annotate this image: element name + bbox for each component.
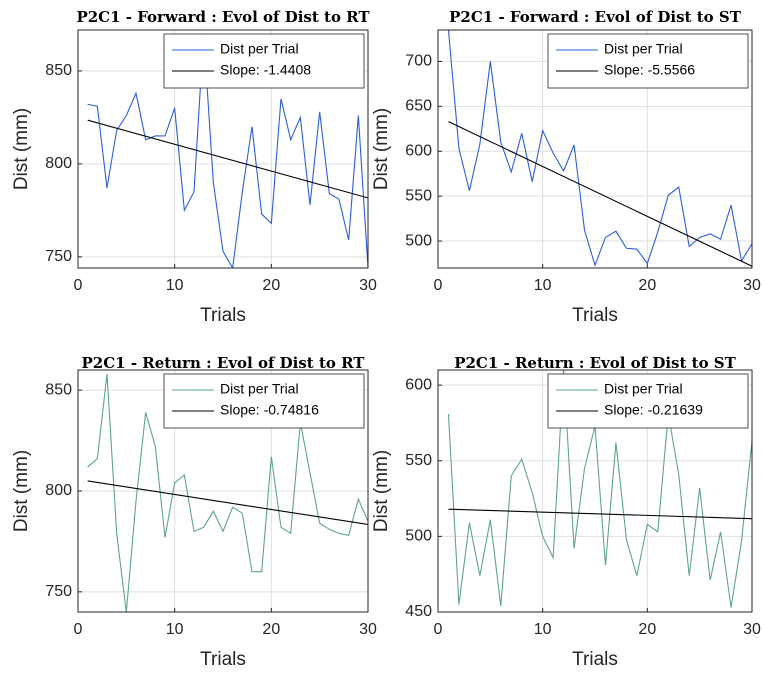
legend-label: Slope: -5.5566 [604,62,695,78]
y-tick-label: 600 [405,142,432,159]
y-tick-label: 750 [45,248,72,265]
x-tick-label: 0 [434,621,443,638]
subplot: 0 10 20 30 500 550 600 650 700 Trials Dist (mm) P2C… [371,8,761,326]
legend: Dist per Trial Slope: -1.4408 [163,33,365,89]
legend-label: Dist per Trial [604,381,683,397]
y-axis-label: Dist (mm) [371,450,392,532]
x-tick-label: 10 [166,621,184,638]
data-line [87,480,368,526]
y-tick-label: 550 [405,187,432,204]
x-axis-label: Trials [200,305,246,326]
axes-box [437,29,753,269]
y-tick-label: 600 [405,376,432,393]
chart-title: P2C1 - Return : Evol of Dist to RT [82,354,366,372]
legend: Dist per Trial Slope: -0.21639 [547,373,749,429]
subplot: 0 10 20 30 750 800 850 Trials Dist (mm) P2C1 - Fo… [11,8,377,326]
y-tick-label: 800 [45,482,72,499]
y-tick-label: 750 [45,583,72,600]
subplot: 0 10 20 30 750 800 850 Trials Dist (mm) P2C1 - Re… [11,354,377,670]
subplot: 0 10 20 30 450 500 550 600 Trials Dist (mm) P2C1 -… [371,354,761,670]
chart-title: P2C1 - Forward : Evol of Dist to ST [449,8,742,26]
data-line [447,370,752,608]
axes-box [437,369,753,613]
legend: Dist per Trial Slope: -0.74816 [163,373,365,429]
x-tick-label: 0 [74,621,83,638]
y-axis-label: Dist (mm) [371,108,392,190]
data-line [448,508,752,520]
x-axis-label: Trials [572,649,618,670]
x-tick-label: 20 [262,621,280,638]
legend-label: Slope: -1.4408 [220,62,311,78]
y-tick-label: 850 [45,62,72,79]
x-tick-label: 10 [534,277,552,294]
x-tick-label: 30 [359,621,377,638]
x-tick-label: 30 [359,277,377,294]
legend-label: Dist per Trial [604,41,683,57]
x-tick-label: 10 [166,277,184,294]
y-axis-label: Dist (mm) [11,450,32,532]
x-tick-label: 10 [534,621,552,638]
chart-title: P2C1 - Forward : Evol of Dist to RT [76,8,370,26]
x-tick-label: 0 [434,277,443,294]
legend-box [547,33,749,89]
x-axis-label: Trials [200,649,246,670]
data-line [448,121,752,267]
y-tick-label: 650 [405,98,432,115]
chart-title: P2C1 - Return : Evol of Dist to ST [454,354,736,372]
y-tick-label: 800 [45,155,72,172]
legend-label: Slope: -0.21639 [604,402,703,418]
y-tick-label: 850 [45,381,72,398]
legend-label: Dist per Trial [220,41,299,57]
y-tick-label: 500 [405,528,432,545]
axes-box [77,29,369,269]
data-line [447,30,752,268]
data-line [87,119,368,199]
x-tick-label: 20 [262,277,280,294]
legend-box [163,33,365,89]
x-tick-label: 30 [743,277,761,294]
legend: Dist per Trial Slope: -5.5566 [547,33,749,89]
legend-box [163,373,365,429]
y-axis-label: Dist (mm) [11,108,32,190]
data-line [87,373,368,612]
y-tick-label: 700 [405,53,432,70]
legend-box [547,373,749,429]
x-tick-label: 20 [638,277,656,294]
legend-label: Dist per Trial [220,381,299,397]
x-tick-label: 30 [743,621,761,638]
axes-box [77,369,369,613]
y-tick-label: 550 [405,452,432,469]
legend-label: Slope: -0.74816 [220,402,319,418]
x-axis-label: Trials [572,305,618,326]
y-tick-label: 450 [405,603,432,620]
x-tick-label: 20 [638,621,656,638]
y-tick-label: 500 [405,232,432,249]
data-line [87,33,368,268]
x-tick-label: 0 [74,277,83,294]
